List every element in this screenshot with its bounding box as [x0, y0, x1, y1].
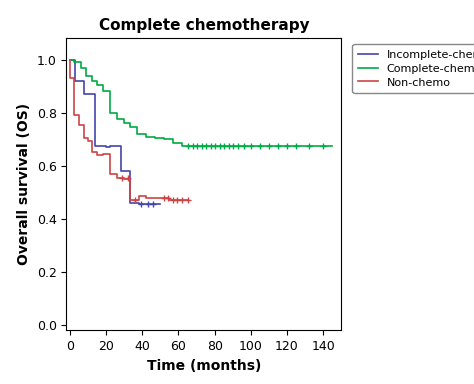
- Incomplete-chemo: [73, 57, 78, 62]
- Legend: Incomplete-chemo, Complete-chemo, Non-chemo: Incomplete-chemo, Complete-chemo, Non-ch…: [352, 44, 474, 93]
- Non-chemo: [82, 136, 87, 140]
- Non-chemo: [76, 113, 82, 118]
- Non-chemo: [176, 198, 182, 202]
- Non-chemo: [71, 113, 76, 118]
- Incomplete-chemo: [136, 200, 142, 205]
- Incomplete-chemo: [92, 144, 98, 148]
- Complete-chemo: [134, 125, 140, 129]
- Complete-chemo: [107, 110, 113, 115]
- Complete-chemo: [89, 79, 94, 83]
- Incomplete-chemo: [103, 144, 109, 148]
- Complete-chemo: [83, 65, 89, 70]
- Complete-chemo: [127, 125, 133, 129]
- Incomplete-chemo: [82, 79, 87, 83]
- Non-chemo: [89, 150, 94, 155]
- Complete-chemo: [67, 57, 73, 62]
- Title: Complete chemotherapy: Complete chemotherapy: [99, 18, 309, 33]
- Complete-chemo: [100, 89, 105, 94]
- Incomplete-chemo: [73, 79, 78, 83]
- Complete-chemo: [83, 73, 89, 78]
- Complete-chemo: [161, 136, 167, 140]
- Incomplete-chemo: [118, 169, 123, 173]
- Non-chemo: [107, 152, 113, 156]
- Complete-chemo: [78, 60, 84, 65]
- Complete-chemo: [170, 141, 176, 146]
- Incomplete-chemo: [127, 200, 133, 205]
- Incomplete-chemo: [127, 169, 133, 173]
- Non-chemo: [143, 194, 149, 199]
- Complete-chemo: [143, 132, 149, 136]
- Non-chemo: [136, 198, 142, 202]
- Incomplete-chemo: [107, 145, 113, 149]
- Non-chemo: [94, 153, 100, 157]
- Complete-chemo: [121, 117, 127, 122]
- Complete-chemo: [329, 144, 335, 148]
- Complete-chemo: [94, 79, 100, 83]
- Non-chemo: [76, 122, 82, 127]
- Incomplete-chemo: [67, 57, 73, 62]
- Non-chemo: [67, 57, 73, 62]
- Incomplete-chemo: [157, 202, 163, 207]
- Complete-chemo: [114, 117, 120, 122]
- Complete-chemo: [100, 83, 105, 87]
- Incomplete-chemo: [103, 145, 109, 149]
- Complete-chemo: [78, 65, 84, 70]
- Non-chemo: [127, 198, 133, 202]
- Complete-chemo: [143, 134, 149, 139]
- Line: Non-chemo: Non-chemo: [70, 60, 188, 200]
- Non-chemo: [127, 177, 133, 181]
- Non-chemo: [100, 153, 105, 157]
- Complete-chemo: [134, 132, 140, 136]
- Non-chemo: [157, 195, 163, 200]
- X-axis label: Time (months): Time (months): [146, 359, 261, 372]
- Non-chemo: [143, 195, 149, 200]
- Incomplete-chemo: [82, 92, 87, 96]
- Complete-chemo: [152, 136, 158, 140]
- Non-chemo: [121, 177, 127, 181]
- Incomplete-chemo: [107, 144, 113, 148]
- Non-chemo: [114, 175, 120, 180]
- Y-axis label: Overall survival (OS): Overall survival (OS): [17, 103, 31, 265]
- Non-chemo: [185, 198, 191, 202]
- Non-chemo: [166, 195, 172, 200]
- Non-chemo: [82, 122, 87, 127]
- Non-chemo: [85, 138, 91, 143]
- Non-chemo: [89, 138, 94, 143]
- Complete-chemo: [179, 144, 185, 148]
- Incomplete-chemo: [92, 92, 98, 96]
- Complete-chemo: [121, 121, 127, 126]
- Complete-chemo: [71, 57, 76, 62]
- Non-chemo: [71, 76, 76, 81]
- Complete-chemo: [179, 141, 185, 146]
- Incomplete-chemo: [118, 144, 123, 148]
- Complete-chemo: [71, 60, 76, 65]
- Non-chemo: [136, 194, 142, 199]
- Non-chemo: [85, 136, 91, 140]
- Complete-chemo: [152, 134, 158, 139]
- Line: Incomplete-chemo: Incomplete-chemo: [70, 60, 160, 204]
- Non-chemo: [107, 171, 113, 176]
- Non-chemo: [176, 198, 182, 202]
- Complete-chemo: [170, 137, 176, 142]
- Complete-chemo: [161, 137, 167, 142]
- Non-chemo: [166, 198, 172, 202]
- Line: Complete-chemo: Complete-chemo: [70, 60, 332, 146]
- Non-chemo: [94, 150, 100, 155]
- Non-chemo: [121, 175, 127, 180]
- Non-chemo: [157, 195, 163, 200]
- Complete-chemo: [114, 110, 120, 115]
- Incomplete-chemo: [136, 202, 142, 207]
- Complete-chemo: [127, 121, 133, 126]
- Complete-chemo: [89, 73, 94, 78]
- Non-chemo: [100, 152, 105, 156]
- Complete-chemo: [107, 89, 113, 94]
- Non-chemo: [114, 171, 120, 176]
- Complete-chemo: [94, 83, 100, 87]
- Non-chemo: [67, 76, 73, 81]
